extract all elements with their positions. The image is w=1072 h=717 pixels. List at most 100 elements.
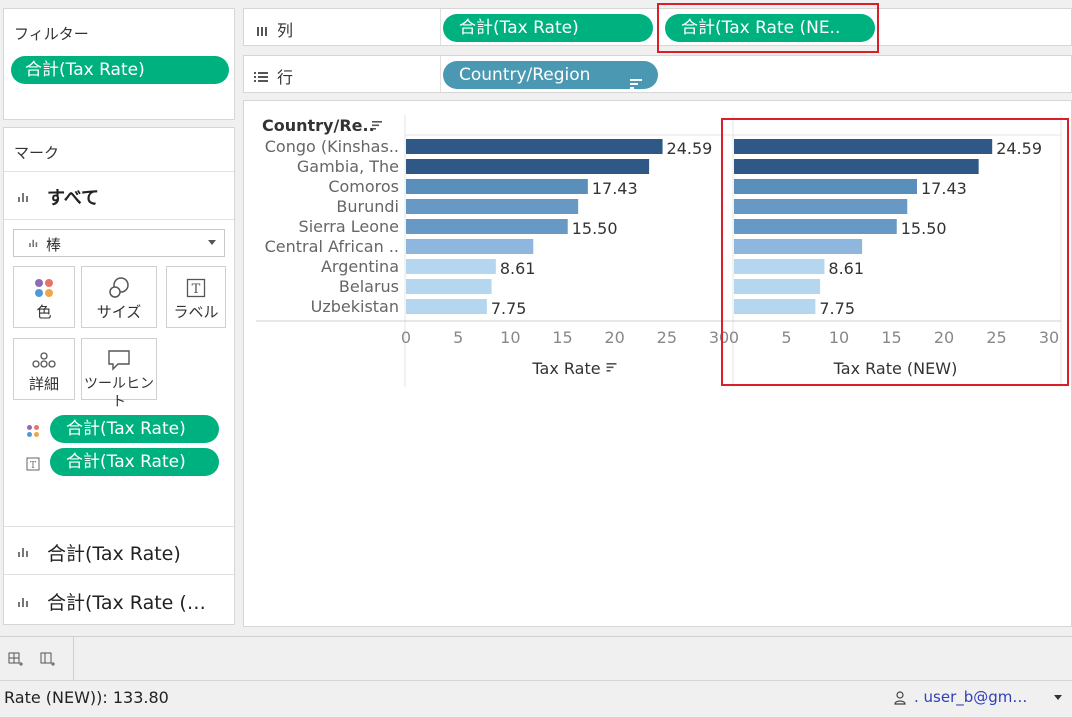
columns-pill-tax-rate-new[interactable]: 合計(Tax Rate (NE.. — [665, 14, 875, 42]
size-button[interactable]: サイズ — [81, 266, 157, 328]
sort-icon — [372, 121, 382, 130]
data-label: 15.50 — [901, 219, 947, 238]
marks-card-tax-rate-new-label: 合計(Tax Rate (… — [47, 592, 206, 614]
bar — [406, 219, 568, 234]
x-tick-label: 0 — [401, 328, 411, 347]
category-label: Burundi — [336, 197, 399, 216]
new-dashboard-icon[interactable] — [40, 651, 56, 671]
detail-button[interactable]: 詳細 — [13, 338, 75, 400]
sort-icon-line — [606, 366, 614, 369]
row-header-label: Country/Re.. — [262, 116, 375, 135]
sheet-bar-divider — [73, 637, 74, 681]
category-label: Belarus — [339, 277, 399, 296]
sheet-tab-bar — [0, 636, 1072, 681]
x-tick-label: 25 — [657, 328, 677, 347]
bar — [734, 299, 816, 314]
filters-title: フィルター — [14, 25, 89, 43]
chevron-down-icon — [1054, 695, 1062, 700]
marks-type-row: 棒 色 サイズ T — [4, 219, 236, 619]
bar-chart-icon — [29, 239, 39, 247]
sort-icon-line — [606, 363, 617, 365]
text-label-icon: T — [167, 273, 225, 303]
color-button[interactable]: 色 — [13, 266, 75, 328]
bar — [734, 199, 908, 214]
sort-icon — [606, 363, 617, 372]
category-label: Central African .. — [265, 237, 399, 256]
color-field-pill[interactable]: 合計(Tax Rate) — [50, 415, 219, 443]
columns-pill-tax-rate[interactable]: 合計(Tax Rate) — [443, 14, 653, 42]
size-icon — [82, 273, 156, 303]
bar — [734, 279, 821, 294]
detail-button-label: 詳細 — [28, 375, 59, 393]
bar — [406, 239, 534, 254]
color-icon — [14, 273, 74, 303]
data-label: 8.61 — [500, 259, 536, 278]
category-label: Uzbekistan — [311, 297, 399, 316]
marks-card-tax-rate-label: 合計(Tax Rate) — [47, 543, 181, 565]
chevron-down-icon — [208, 240, 216, 245]
data-label: 7.75 — [491, 299, 527, 318]
bar — [406, 179, 588, 194]
bar — [734, 239, 863, 254]
bar — [406, 139, 663, 154]
filter-pill-tax-rate[interactable]: 合計(Tax Rate) — [11, 56, 229, 84]
marks-card-tax-rate[interactable]: 合計(Tax Rate) — [4, 526, 236, 574]
x-tick-label: 5 — [453, 328, 463, 347]
x-axis-title: Tax Rate — [531, 359, 600, 378]
rows-pill-country-region[interactable]: Country/Region — [443, 61, 658, 89]
status-text: Rate (NEW)): 133.80 — [4, 688, 169, 707]
new-worksheet-icon[interactable] — [8, 651, 24, 671]
x-tick-label: 5 — [781, 328, 791, 347]
bar — [406, 199, 579, 214]
bar — [734, 139, 993, 154]
x-tick-label: 20 — [934, 328, 954, 347]
marks-card: マーク すべて 棒 色 — [3, 127, 236, 625]
marks-title: マーク — [14, 144, 60, 162]
bar — [734, 179, 918, 194]
sort-icon-line — [372, 124, 379, 127]
category-label: Sierra Leone — [299, 217, 399, 236]
mark-type-dropdown[interactable]: 棒 — [13, 229, 225, 257]
data-label: 24.59 — [667, 139, 713, 158]
bar-chart-icon — [18, 547, 30, 557]
user-menu[interactable]: . user_b@gm… — [888, 682, 1068, 714]
columns-shelf: 列 合計(Tax Rate) 合計(Tax Rate (NE.. — [243, 8, 1072, 46]
category-label: Argentina — [321, 257, 399, 276]
shelf-divider — [440, 56, 441, 92]
x-tick-label: 30 — [709, 328, 729, 347]
bar — [406, 259, 496, 274]
user-name: . user_b@gm… — [914, 688, 1028, 706]
tooltip-button[interactable]: ツールヒント — [81, 338, 157, 410]
label-field-pill[interactable]: 合計(Tax Rate) — [50, 448, 219, 476]
x-axis-title: Tax Rate (NEW) — [833, 359, 958, 378]
bar — [734, 259, 825, 274]
marks-card-tax-rate-new[interactable]: 合計(Tax Rate (… — [4, 574, 236, 624]
marks-all-label: すべて — [47, 188, 100, 209]
rows-shelf: 行 Country/Region — [243, 55, 1072, 93]
status-bar: Rate (NEW)): 133.80 . user_b@gm… — [0, 680, 1072, 717]
sort-icon-line — [372, 128, 376, 130]
columns-icon — [256, 22, 268, 41]
bar-chart-icon — [18, 597, 30, 607]
category-label: Congo (Kinshas.. — [265, 137, 399, 156]
marks-all-row[interactable]: すべて — [4, 171, 236, 219]
user-icon — [894, 690, 906, 709]
x-tick-label: 10 — [829, 328, 849, 347]
sort-icon — [630, 70, 642, 89]
rows-icon — [254, 68, 268, 87]
bar — [734, 219, 897, 234]
sort-icon-line — [606, 370, 611, 372]
color-button-label: 色 — [36, 303, 52, 321]
tooltip-icon — [82, 345, 156, 375]
bar — [406, 159, 650, 174]
data-label: 17.43 — [592, 179, 638, 198]
mark-type-label: 棒 — [46, 236, 62, 254]
category-label: Comoros — [328, 177, 399, 196]
columns-shelf-label: 列 — [277, 21, 294, 40]
detail-icon — [14, 345, 74, 375]
rows-pill-label: Country/Region — [459, 65, 591, 85]
bar — [406, 299, 487, 314]
bar-chart: Country/Re..Congo (Kinshas..Gambia, TheC… — [256, 115, 1062, 387]
label-button[interactable]: T ラベル — [166, 266, 226, 328]
